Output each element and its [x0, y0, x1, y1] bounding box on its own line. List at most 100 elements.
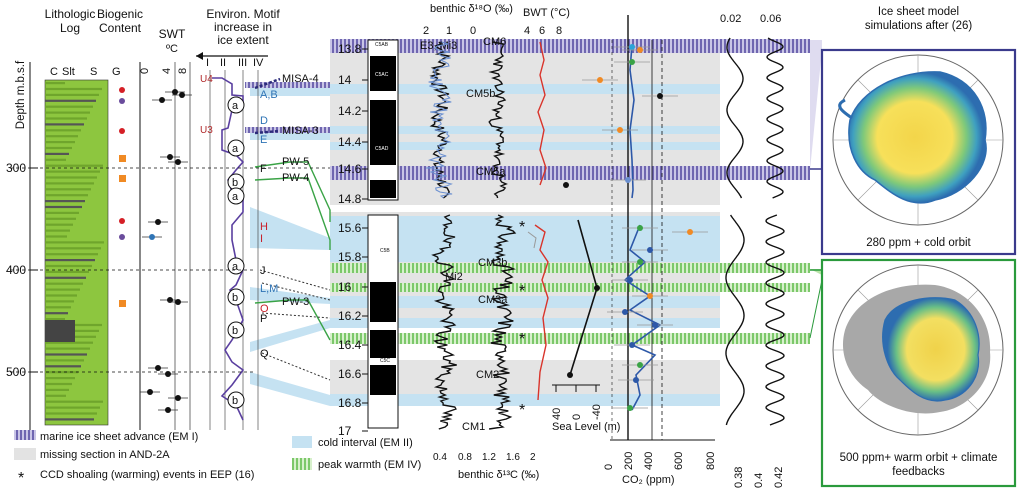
swt-tick-0: 0 [139, 68, 151, 74]
insolation-panel: 0.02 0.06 0.38 0.4 0.42 [720, 13, 785, 488]
ice-advance-bands [245, 39, 810, 180]
age-tick-label: 16 [338, 280, 352, 294]
co2-point [633, 377, 639, 383]
motif-title-1: Environ. Motif [206, 7, 280, 21]
chron-c5ac: C5AC [375, 72, 389, 78]
lithology-bed [45, 217, 76, 220]
lithology-bed [45, 353, 87, 356]
sea-level-tick-label: 40 [551, 408, 563, 420]
motif-circle [227, 391, 245, 409]
event-letter-j: J [260, 265, 266, 277]
co2-point [622, 309, 628, 315]
d18o-title: benthic δ¹⁸O (‰) [430, 3, 513, 15]
lithology-bed [45, 276, 86, 279]
peak-warmth-bands [330, 263, 810, 344]
lithology-bed [45, 158, 66, 161]
lithology-bed [45, 318, 65, 321]
grain-label-s: S [90, 66, 97, 78]
swt-panel: SWT ºC 0 4 8 [139, 27, 192, 430]
age-tick-label: 16.2 [338, 309, 362, 323]
co2-point [637, 362, 643, 368]
co2-tick-800: 800 [705, 452, 717, 470]
lithology-bed [45, 347, 90, 350]
lithology-bed [45, 388, 69, 391]
event-pw4: PW-4 [282, 172, 309, 184]
chron-c5c: C5C [380, 358, 390, 364]
d18o-tick-0: 0 [470, 25, 476, 37]
event-misa3: MISA-3 [282, 125, 319, 137]
lithology-bed [45, 377, 75, 380]
depth-axis-label: Depth m.b.s.f [15, 60, 27, 129]
d13c-label-cm5b: CM5b [466, 88, 495, 100]
lithology-bed [45, 141, 75, 144]
age-tick-label: 14.4 [338, 135, 362, 149]
grain-label-slt: Slt [62, 66, 75, 78]
d18o-panel: benthic δ¹⁸O (‰) 2 1 0 E3, Mi3 Mi2 [420, 3, 513, 430]
age-axis: C5AB C5AC C5AD C5B C5C 13.8 14 14.2 14.4 14.… [338, 39, 399, 438]
age-tick-label: 14 [338, 73, 352, 87]
co2-point [687, 229, 693, 235]
lithology-bed [45, 176, 97, 179]
co2-point [627, 277, 633, 283]
bwt-tick-6: 6 [539, 25, 545, 37]
motif-circle [227, 96, 245, 114]
legend-label-warm: peak warmth (EM IV) [318, 459, 421, 471]
event-pw5: PW-5 [282, 156, 309, 168]
event-letter-q: Q [260, 348, 269, 360]
lithology-bed [45, 247, 101, 250]
lithology-bed [45, 312, 68, 315]
event-letter-h: H [260, 221, 268, 233]
co2-tick-400: 400 [643, 452, 655, 470]
co2-panel: 0 200 400 600 800 CO₂ (ppm) [582, 15, 717, 486]
co2-point [627, 405, 633, 411]
age-tick-label: 15.6 [338, 221, 362, 235]
lithology-bed [45, 300, 74, 303]
lithology-bed [45, 164, 103, 167]
legend-label-cold: cold interval (EM II) [318, 437, 413, 449]
lithology-bed [45, 418, 94, 421]
lithology-bed [45, 82, 65, 85]
sea-level-tick-label: 0 [571, 414, 583, 420]
legend-swatch-ice [14, 430, 36, 440]
lithology-bed [45, 123, 84, 126]
motif-panel: Environ. Motif increase in ice extent I … [196, 7, 280, 430]
d13c-panel: CM6 CM5b CM5a CM3b CM3a CM2 CM1 0.4 0.8 … [433, 36, 539, 481]
legend-asterisk: * [18, 470, 24, 487]
co2-point [652, 322, 658, 328]
lithology-bed [45, 93, 99, 96]
motif-numeral-1: I [206, 57, 209, 69]
event-misa4: MISA-4 [282, 73, 319, 85]
lithology-bed [45, 182, 94, 185]
lithology-bed [45, 99, 96, 102]
swt-tick-8: 8 [177, 68, 189, 74]
ins-tick-042: 0.42 [773, 467, 785, 488]
motif-circle [227, 187, 245, 205]
swt-point [165, 371, 171, 377]
grain-label-c: C [50, 66, 58, 78]
swt-point [167, 154, 173, 160]
legend-swatch-missing [14, 448, 36, 460]
swt-point [149, 234, 155, 240]
lithology-bed [45, 406, 100, 409]
simulation-bottom-caption-1: 500 ppm+ warm orbit + climate [839, 452, 998, 464]
co2-point [637, 259, 643, 265]
motif-numeral-2: II [220, 57, 226, 69]
lithology-title-1: Lithologic [45, 7, 96, 21]
swt-tick-4: 4 [161, 68, 173, 74]
legend-swatch-warm [292, 458, 312, 470]
swt-point [159, 97, 165, 103]
lithology-bed [45, 117, 87, 120]
swt-point [175, 159, 181, 165]
chron-c5b: C5B [380, 248, 390, 254]
d13c-label-cm2: CM2 [476, 369, 499, 381]
age-tick-label: 15.8 [338, 250, 362, 264]
lithology-bed [45, 205, 82, 209]
age-tick-label: 13.8 [338, 42, 362, 56]
lithology-bed [45, 194, 88, 197]
ins-tick-04: 0.4 [753, 473, 765, 488]
lithology-bed [45, 306, 71, 309]
swt-point [155, 219, 161, 225]
motif-circle [227, 288, 245, 306]
biogenic-panel: Biogenic Content [97, 7, 143, 307]
